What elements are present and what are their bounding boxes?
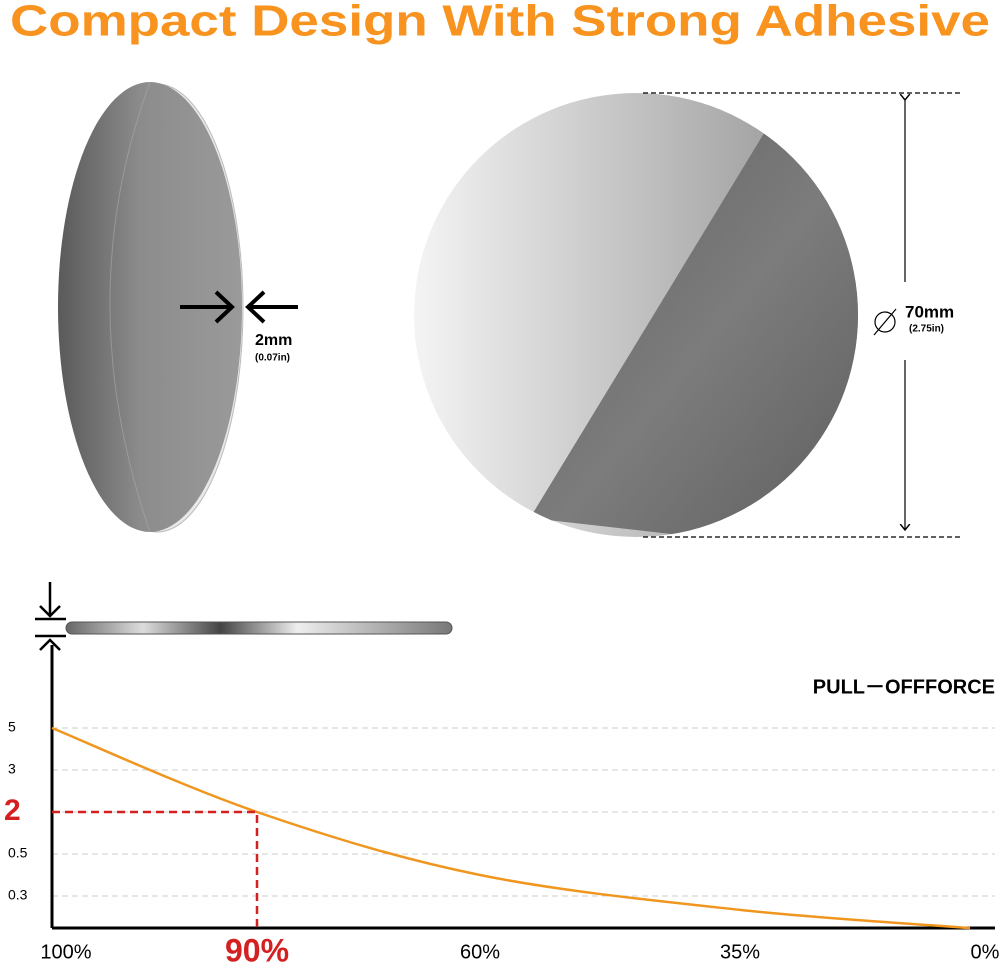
y-tick-label: 3 <box>8 761 16 777</box>
y-tick-label: 0.5 <box>8 845 28 861</box>
diameter-label: 70mm <box>905 302 954 321</box>
highlight-guide <box>52 810 259 928</box>
diameter-sublabel: (2.75in) <box>909 324 944 335</box>
line <box>51 726 971 930</box>
chart: PULL－OFFFORCE 5 3 2 0.5 0.3 100% 90% 60% 35% 0% <box>4 645 1000 968</box>
thickness-sublabel: (0.07in) <box>255 353 290 364</box>
front-disc <box>414 93 858 537</box>
y-tick-label: 2 <box>4 794 21 827</box>
x-tick-label: 35% <box>720 941 760 963</box>
chart-title: PULL－OFFFORCE <box>813 676 995 698</box>
x-tick-label: 100% <box>40 941 91 963</box>
thickness-arrows <box>180 290 298 324</box>
page-title: Compact Design With Strong Adhesive <box>10 0 990 46</box>
x-tick-label: 0% <box>971 941 1000 963</box>
x-tick-label: 60% <box>460 941 500 963</box>
y-tick-label: 0.3 <box>8 887 28 903</box>
diameter-guides <box>643 92 962 538</box>
thickness-label: 2mm <box>255 332 292 349</box>
x-tick-label: 90% <box>225 932 289 968</box>
flat-disc <box>65 621 453 635</box>
side-disc <box>58 81 244 533</box>
flat-arrows <box>35 582 66 651</box>
y-tick-label: 5 <box>8 719 16 735</box>
